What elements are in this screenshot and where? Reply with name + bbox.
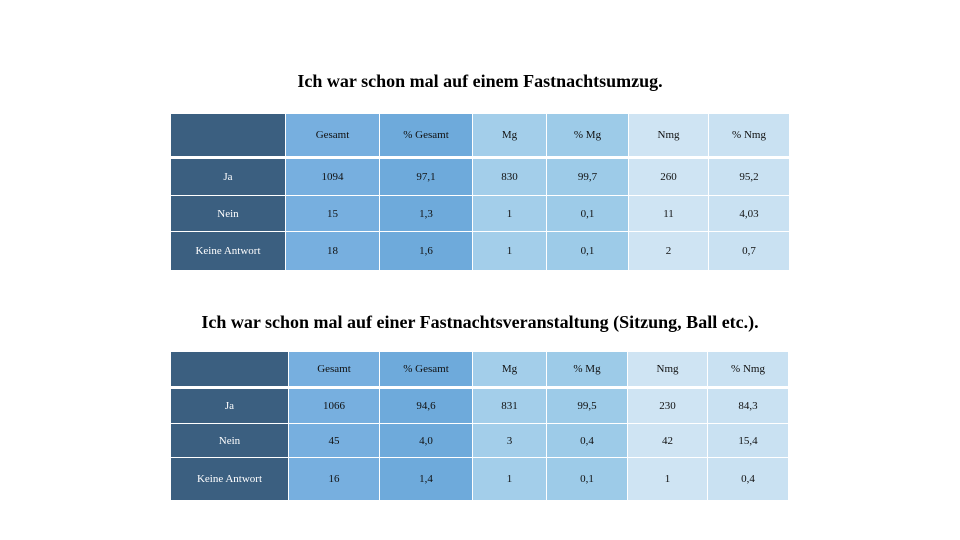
table-cell: 1066 — [289, 389, 380, 423]
table-cell: 95,2 — [709, 159, 789, 195]
table-cell: 1 — [473, 196, 547, 231]
table-cell: 42 — [628, 424, 708, 457]
table-cell: 4,0 — [380, 424, 473, 457]
table-cell: 45 — [289, 424, 380, 457]
table-cell: 18 — [286, 232, 380, 270]
column-header: Gesamt — [286, 114, 380, 156]
table-fastnachtsumzug: Gesamt% Gesamt Mg% Mg Nmg% Nmg Ja 1094 97,1 83… — [171, 114, 789, 271]
column-header: % Nmg — [708, 352, 788, 386]
table-2-title: Ich war schon mal auf einer Fastnachtsve… — [201, 312, 759, 332]
table-cell: 4,03 — [709, 196, 789, 231]
table-cell: 1094 — [286, 159, 380, 195]
table-cell: 0,4 — [708, 458, 788, 500]
table-cell: 1 — [473, 458, 547, 500]
table-fastnachtsveranstaltung: Gesamt% Gesamt Mg% Mg Nmg% Nmg Ja 1066 94,6 83… — [171, 352, 789, 501]
row-label: Ja — [171, 389, 289, 423]
table-cell: 16 — [289, 458, 380, 500]
column-header: % Gesamt — [380, 114, 473, 156]
table-cell: 260 — [629, 159, 709, 195]
table-cell: 0,1 — [547, 458, 628, 500]
column-header: Mg — [473, 114, 547, 156]
row-label: Nein — [171, 196, 286, 231]
table-cell: 1,6 — [380, 232, 473, 270]
column-header: Nmg — [629, 114, 709, 156]
table-cell: 1 — [628, 458, 708, 500]
row-label: Ja — [171, 159, 286, 195]
column-header: Nmg — [628, 352, 708, 386]
table-row: Keine Antwort 18 1,6 1 0,1 2 0,7 — [171, 232, 789, 271]
column-header: % Mg — [547, 114, 629, 156]
table-cell: 11 — [629, 196, 709, 231]
table-row: Nein 15 1,3 1 0,1 11 4,03 — [171, 196, 789, 232]
table-cell: 1 — [473, 232, 547, 270]
table-cell: 0,4 — [547, 424, 628, 457]
table-cell: 0,1 — [547, 232, 629, 270]
table-cell: 0,7 — [709, 232, 789, 270]
table-cell: 0,1 — [547, 196, 629, 231]
table-cell: 2 — [629, 232, 709, 270]
table-cell: 94,6 — [380, 389, 473, 423]
table-cell: 99,7 — [547, 159, 629, 195]
table-cell: 97,1 — [380, 159, 473, 195]
table-cell: 3 — [473, 424, 547, 457]
column-header: Mg — [473, 352, 547, 386]
row-label: Keine Antwort — [171, 458, 289, 500]
column-header: Gesamt — [289, 352, 380, 386]
column-header: % Mg — [547, 352, 628, 386]
table-cell: 15,4 — [708, 424, 788, 457]
table-1-title: Ich war schon mal auf einem Fastnachtsum… — [297, 71, 663, 91]
table-cell: 15 — [286, 196, 380, 231]
table-cell: 1,3 — [380, 196, 473, 231]
table-cell: 84,3 — [708, 389, 788, 423]
column-header: % Gesamt — [380, 352, 473, 386]
row-label: Keine Antwort — [171, 232, 286, 270]
table-row: Keine Antwort 16 1,4 1 0,1 1 0,4 — [171, 458, 789, 501]
table-row: Ja 1066 94,6 831 99,5 230 84,3 — [171, 389, 789, 424]
header-corner-cell — [171, 352, 289, 386]
header-corner-cell — [171, 114, 286, 156]
table-cell: 230 — [628, 389, 708, 423]
table-cell: 99,5 — [547, 389, 628, 423]
table-cell: 830 — [473, 159, 547, 195]
row-label: Nein — [171, 424, 289, 457]
table-cell: 1,4 — [380, 458, 473, 500]
table-row: Nein 45 4,0 3 0,4 42 15,4 — [171, 424, 789, 458]
table-row: Ja 1094 97,1 830 99,7 260 95,2 — [171, 159, 789, 196]
header-row: Gesamt% Gesamt Mg% Mg Nmg% Nmg — [171, 114, 789, 156]
column-header: % Nmg — [709, 114, 789, 156]
table-cell: 831 — [473, 389, 547, 423]
header-row: Gesamt% Gesamt Mg% Mg Nmg% Nmg — [171, 352, 789, 386]
